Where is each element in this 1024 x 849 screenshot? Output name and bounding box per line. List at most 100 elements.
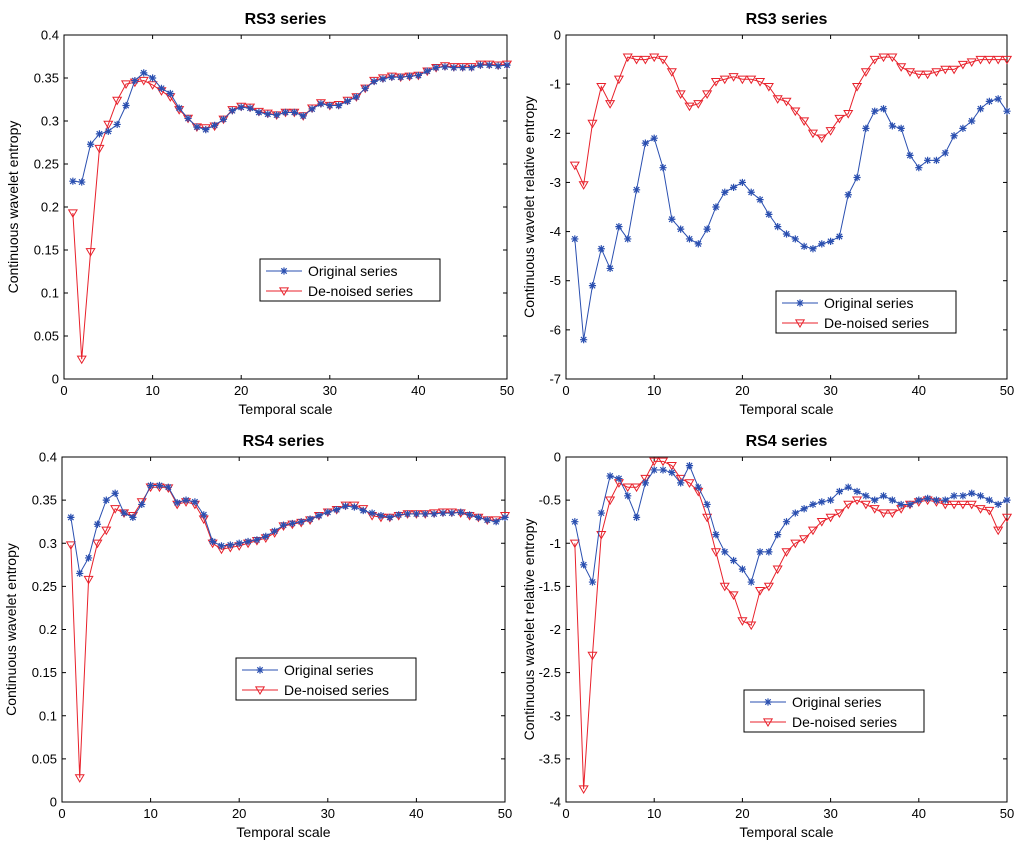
data-point: [827, 496, 835, 504]
data-point: [264, 110, 272, 118]
data-point: [728, 73, 739, 82]
legend-item-original: Original series: [750, 694, 881, 710]
data-point: [386, 513, 394, 521]
data-point: [790, 539, 801, 549]
x-tick-label: 40: [912, 383, 926, 398]
data-point: [111, 489, 119, 497]
x-tick-label: 20: [234, 383, 248, 398]
data-point: [211, 121, 219, 129]
data-point: [184, 114, 192, 123]
data-point: [324, 508, 332, 516]
x-tick-label: 10: [145, 383, 159, 398]
data-point: [129, 513, 137, 521]
data-point: [827, 237, 835, 245]
data-point: [790, 107, 801, 117]
data-point: [668, 215, 676, 223]
data-point: [781, 97, 792, 107]
data-point: [352, 93, 360, 101]
data-point: [834, 509, 845, 519]
data-point: [906, 500, 914, 509]
data-point: [104, 127, 112, 135]
data-point: [985, 97, 993, 105]
data-point: [650, 466, 658, 474]
legend-marker: [278, 287, 290, 296]
data-point: [262, 532, 270, 540]
x-tick-label: 40: [409, 806, 423, 821]
legend-box: [235, 657, 417, 701]
data-point: [774, 531, 782, 539]
data-point: [281, 108, 290, 116]
data-point: [818, 498, 826, 506]
data-point: [255, 108, 263, 116]
data-point: [147, 81, 158, 90]
x-axis-label: Temporal scale: [236, 824, 330, 840]
x-tick-label: 0: [562, 383, 569, 398]
legend-marker: [794, 319, 806, 328]
y-tick-label: 0.15: [32, 665, 57, 680]
data-point: [781, 548, 792, 557]
y-tick-label: -6: [549, 322, 561, 337]
legend-label: Original series: [792, 694, 881, 710]
data-point: [737, 75, 748, 85]
y-tick-label: 0.2: [39, 622, 57, 637]
data-point: [580, 561, 588, 569]
data-point: [597, 509, 605, 517]
y-axis-label: Continuous wavelet entropy: [3, 543, 19, 716]
data-point: [379, 75, 387, 83]
x-axis-label: Temporal scale: [739, 824, 833, 840]
data-point: [853, 173, 861, 182]
data-point: [807, 526, 819, 536]
data-point: [721, 548, 729, 556]
data-point: [782, 518, 791, 526]
data-point: [485, 61, 493, 69]
data-point: [950, 132, 958, 140]
y-tick-label: 0: [52, 372, 59, 387]
data-point: [483, 516, 491, 524]
legend: Original series De-noised series: [235, 657, 417, 701]
data-point: [896, 63, 907, 72]
y-tick-label: 0.3: [41, 114, 59, 129]
data-point: [403, 510, 412, 518]
data-point: [799, 535, 810, 544]
y-tick-label: -1.5: [539, 579, 561, 594]
data-point: [164, 483, 172, 491]
data-point: [818, 240, 826, 248]
data-point: [941, 149, 949, 157]
data-point: [807, 129, 819, 139]
x-tick-label: 50: [1000, 806, 1014, 821]
data-point: [501, 513, 509, 521]
data-point: [684, 479, 695, 488]
data-point: [772, 95, 783, 104]
data-point: [308, 105, 316, 113]
data-point: [361, 84, 369, 92]
data-point: [816, 518, 827, 527]
data-point: [157, 84, 166, 92]
data-point: [825, 127, 836, 136]
data-point: [596, 530, 607, 540]
data-point: [791, 509, 799, 517]
data-point: [729, 183, 738, 191]
data-point: [994, 95, 1002, 103]
data-point: [737, 617, 748, 626]
data-point: [175, 104, 183, 112]
data-point: [913, 70, 924, 80]
data-point: [315, 512, 323, 520]
data-point: [217, 542, 226, 550]
data-point: [405, 72, 414, 80]
data-point: [317, 100, 325, 108]
data-point: [825, 513, 836, 523]
data-point: [844, 483, 852, 491]
data-point: [112, 96, 123, 106]
x-tick-label: 30: [321, 806, 335, 821]
data-point: [76, 355, 87, 365]
data-point: [631, 483, 642, 493]
legend-item-denoised: De-noised series: [782, 315, 929, 331]
data-point: [703, 225, 711, 233]
data-point: [578, 785, 589, 795]
data-point: [641, 479, 649, 487]
data-point: [228, 107, 236, 115]
y-tick-label: -5: [549, 273, 561, 288]
x-tick-label: 50: [1000, 383, 1014, 398]
data-point: [476, 61, 485, 69]
data-point: [1001, 513, 1013, 523]
